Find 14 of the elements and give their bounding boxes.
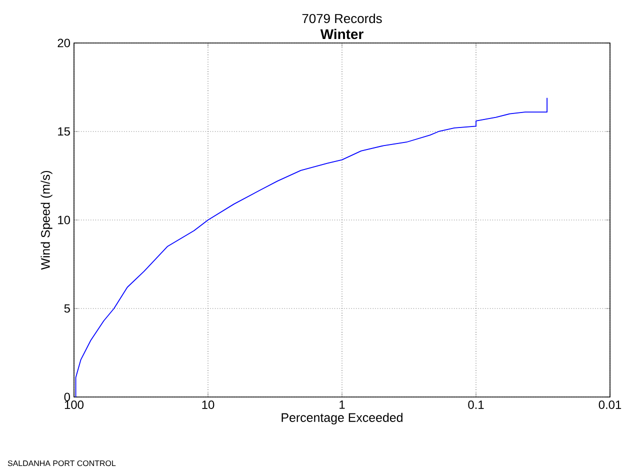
y-tick-label: 5 bbox=[64, 304, 70, 313]
x-tick-label: 100 bbox=[64, 400, 84, 409]
chart-subtitle: 7079 Records bbox=[302, 14, 382, 24]
x-tick-label: 10 bbox=[202, 400, 214, 409]
x-axis-title: Percentage Exceeded bbox=[282, 412, 402, 424]
y-axis-title: Wind Speed (m/s) bbox=[40, 170, 52, 270]
x-tick-label: 1 bbox=[340, 400, 345, 409]
y-tick-label: 15 bbox=[58, 127, 70, 136]
y-tick-label: 10 bbox=[58, 216, 70, 224]
x-tick-label: 0.01 bbox=[598, 400, 622, 409]
x-tick-label: 0.1 bbox=[468, 400, 484, 409]
y-tick-label: 0 bbox=[64, 392, 70, 402]
y-tick-label: 20 bbox=[58, 38, 70, 48]
chart-title: Winter bbox=[320, 28, 364, 40]
